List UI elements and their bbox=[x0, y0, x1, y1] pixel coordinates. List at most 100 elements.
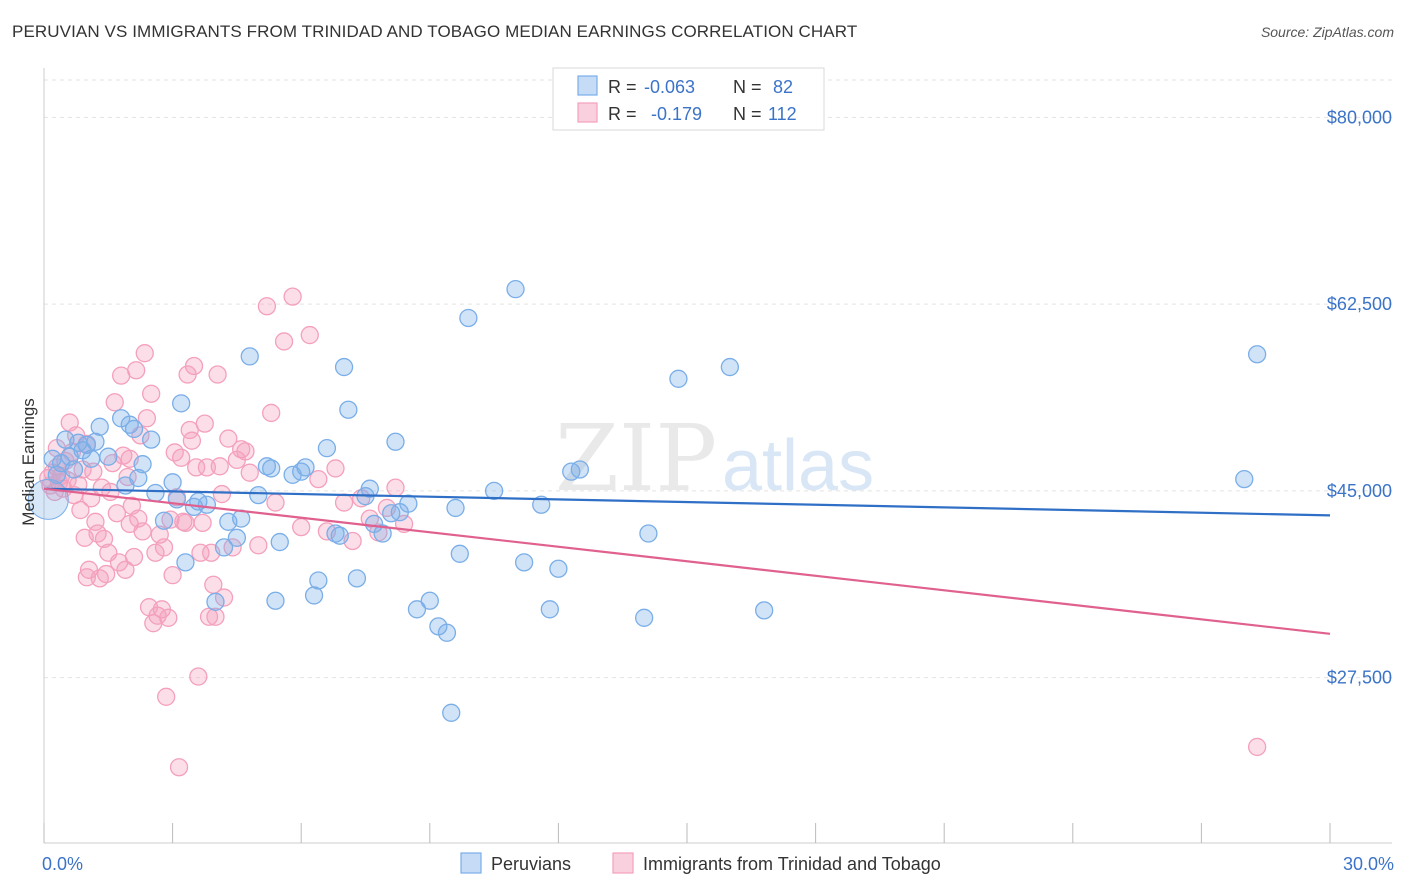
legend-n-value-1: 82 bbox=[773, 77, 793, 97]
trinidad-point bbox=[176, 513, 195, 533]
peruvian-point bbox=[669, 369, 688, 388]
stats-legend-box bbox=[552, 67, 825, 131]
legend-swatch-peruvians bbox=[577, 75, 598, 96]
peruvian-point bbox=[1235, 469, 1254, 489]
trinidad-point bbox=[210, 457, 229, 476]
trinidad-point bbox=[236, 442, 255, 461]
gridlines bbox=[44, 79, 1392, 679]
peruvian-point bbox=[347, 569, 367, 588]
peruvian-point bbox=[266, 591, 285, 610]
peruvian-point bbox=[484, 481, 504, 500]
bottom-legend-trinidad: Immigrants from Trinidad and Tobago bbox=[643, 854, 941, 874]
trinidad-point bbox=[163, 565, 182, 585]
y-tick-label: $45,000 bbox=[1327, 481, 1392, 501]
trinidad-point bbox=[184, 356, 204, 376]
trinidad-point bbox=[266, 493, 285, 512]
peruvian-point bbox=[549, 559, 568, 578]
trinidad-point bbox=[159, 608, 178, 627]
peruvian-point bbox=[90, 417, 109, 436]
peruvian-point bbox=[86, 432, 105, 451]
trinidad-point bbox=[300, 325, 319, 345]
trinidad-point bbox=[1247, 737, 1267, 757]
y-axis-label: Median Earnings bbox=[19, 398, 38, 526]
trinidad-point bbox=[86, 512, 105, 531]
peruvian-point bbox=[450, 544, 469, 563]
trinidad-point bbox=[262, 403, 281, 423]
legend-r-label-1: R = bbox=[608, 77, 637, 97]
data-points bbox=[27, 280, 1267, 777]
legend-n-label-1: N = bbox=[733, 77, 762, 97]
peruvian-point bbox=[270, 532, 289, 552]
x-tick-label-min: 0.0% bbox=[42, 854, 83, 874]
trinidad-point bbox=[219, 429, 238, 448]
peruvian-point bbox=[442, 703, 461, 722]
peruvian-point bbox=[386, 432, 405, 451]
peruvian-point bbox=[506, 280, 525, 299]
peruvian-point bbox=[176, 553, 195, 572]
y-tick-labels: $80,000 $62,500 $45,000 $27,500 bbox=[1327, 107, 1392, 687]
trinidad-point bbox=[197, 458, 217, 477]
trinidad-point bbox=[292, 517, 311, 537]
trinidad-point bbox=[212, 484, 232, 504]
trinidad-point bbox=[249, 536, 268, 555]
peruvian-point bbox=[755, 601, 774, 620]
peruvian-point bbox=[172, 394, 191, 413]
legend-r-label-2: R = bbox=[608, 104, 637, 124]
peruvian-point bbox=[129, 468, 148, 488]
y-tick-label: $80,000 bbox=[1327, 107, 1392, 127]
peruvian-point bbox=[420, 591, 439, 610]
axes bbox=[43, 68, 1392, 844]
trinidad-point bbox=[386, 478, 405, 497]
trinidad-point bbox=[127, 361, 146, 380]
peruvian-point bbox=[249, 485, 268, 505]
trinidad-point bbox=[214, 588, 234, 607]
peruvian-point bbox=[154, 511, 174, 530]
trinidad-point bbox=[189, 667, 208, 686]
peruvian-point bbox=[407, 600, 427, 619]
trinidad-point bbox=[97, 564, 116, 584]
bottom-swatch-trinidad bbox=[612, 852, 634, 874]
trinidad-point bbox=[133, 522, 152, 541]
peruvian-point bbox=[120, 415, 139, 434]
peruvian-point bbox=[146, 483, 165, 503]
peruvian-point bbox=[639, 524, 658, 543]
bottom-swatch-peruvians bbox=[460, 852, 482, 874]
x-tick-labels: 0.0% 30.0% bbox=[42, 854, 1394, 874]
peruvian-point bbox=[214, 538, 234, 557]
trinidad-point bbox=[309, 469, 328, 489]
trinidad-point bbox=[135, 344, 154, 363]
trinidad-point bbox=[257, 297, 277, 316]
x-tick-label-max: 30.0% bbox=[1343, 854, 1394, 874]
source-credit: Source: ZipAtlas.com bbox=[1260, 24, 1394, 40]
peruvian-point bbox=[437, 623, 457, 642]
peruvian-point bbox=[339, 400, 358, 419]
trinidad-point bbox=[105, 393, 124, 412]
legend-swatch-trinidad bbox=[577, 102, 598, 123]
peruvian-point bbox=[133, 455, 152, 474]
peruvian-point bbox=[330, 526, 349, 545]
trinidad-point bbox=[182, 431, 202, 450]
legend-n-label-2: N = bbox=[733, 104, 762, 124]
trinidad-point bbox=[191, 543, 210, 562]
trinidad-point bbox=[94, 529, 114, 549]
peruvian-point bbox=[309, 571, 328, 590]
trinidad-point bbox=[157, 687, 176, 706]
trinidad-point bbox=[154, 538, 174, 557]
trinidad-point bbox=[169, 758, 189, 777]
trinidad-point bbox=[193, 513, 212, 533]
peruvian-point bbox=[360, 479, 379, 498]
peruvian-point bbox=[540, 600, 559, 619]
peruvian-point bbox=[720, 357, 740, 377]
legend-r-value-2: -0.179 bbox=[651, 104, 702, 124]
legend-r-value-1: -0.063 bbox=[644, 77, 695, 97]
watermark-atlas: atlas bbox=[722, 426, 874, 506]
y-tick-label: $62,500 bbox=[1327, 294, 1392, 314]
trinidad-point bbox=[124, 547, 144, 567]
trend-lines bbox=[43, 487, 1331, 635]
peruvian-point bbox=[163, 473, 182, 492]
bottom-legend-peruvians: Peruvians bbox=[491, 854, 571, 874]
peruvian-point bbox=[51, 453, 71, 473]
peruvian-point bbox=[227, 528, 247, 547]
trinidad-point bbox=[206, 607, 225, 626]
peruvian-point bbox=[142, 430, 161, 449]
